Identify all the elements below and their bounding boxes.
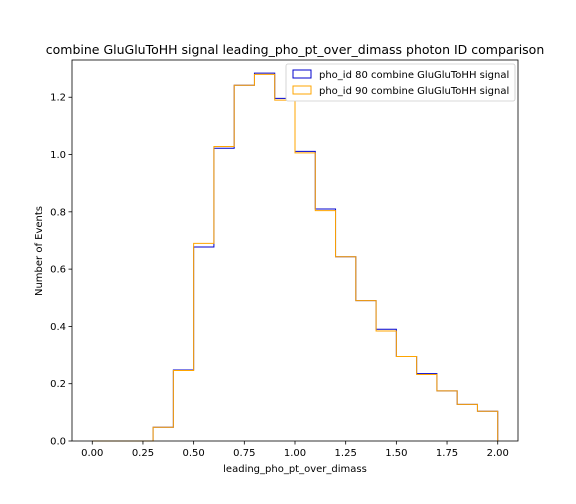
x-tick-label: 0.75 <box>233 448 255 459</box>
y-tick-label: 0.2 <box>50 379 66 390</box>
legend-label-pho-id-90: pho_id 90 combine GluGluToHH signal <box>319 86 509 97</box>
x-tick-label: 1.00 <box>284 448 306 459</box>
x-tick-label: 1.75 <box>436 448 458 459</box>
y-tick-label: 1.2 <box>50 93 66 104</box>
chart-title: combine GluGluToHH signal leading_pho_pt… <box>46 42 545 57</box>
legend-box <box>285 63 516 102</box>
x-tick-label: 0.50 <box>183 448 205 459</box>
legend-swatch-pho-id-90 <box>292 85 312 95</box>
series-layer <box>92 72 499 442</box>
legend: pho_id 80 combine GluGluToHH signal pho_… <box>285 63 516 102</box>
y-axis-label: Number of Events <box>34 206 45 296</box>
y-tick-label: 0.0 <box>50 437 66 448</box>
x-axis-label: leading_pho_pt_over_dimass <box>223 464 367 475</box>
x-tick-label: 0.25 <box>132 448 154 459</box>
x-axis-ticks: 0.00 0.25 0.50 0.75 1.00 1.25 1.50 1.75 2.00 <box>81 441 509 459</box>
x-tick-label: 2.00 <box>487 448 509 459</box>
y-axis-ticks: 0.0 0.2 0.4 0.6 0.8 1.0 1.2 <box>50 93 72 448</box>
y-tick-label: 0.8 <box>50 207 66 218</box>
x-tick-label: 1.50 <box>385 448 407 459</box>
y-tick-label: 0.6 <box>50 265 66 276</box>
legend-label-pho-id-80: pho_id 80 combine GluGluToHH signal <box>319 70 509 81</box>
y-tick-label: 0.4 <box>50 322 66 333</box>
plot-area: 0.00 0.25 0.50 0.75 1.00 1.25 1.50 1.75 2.00 0.0… <box>50 59 519 459</box>
histogram-series-1 <box>92 73 499 442</box>
legend-swatch-pho-id-80 <box>292 69 312 79</box>
x-tick-label: 1.25 <box>335 448 357 459</box>
x-tick-label: 0.00 <box>81 448 103 459</box>
y-tick-label: 1.0 <box>50 150 66 161</box>
